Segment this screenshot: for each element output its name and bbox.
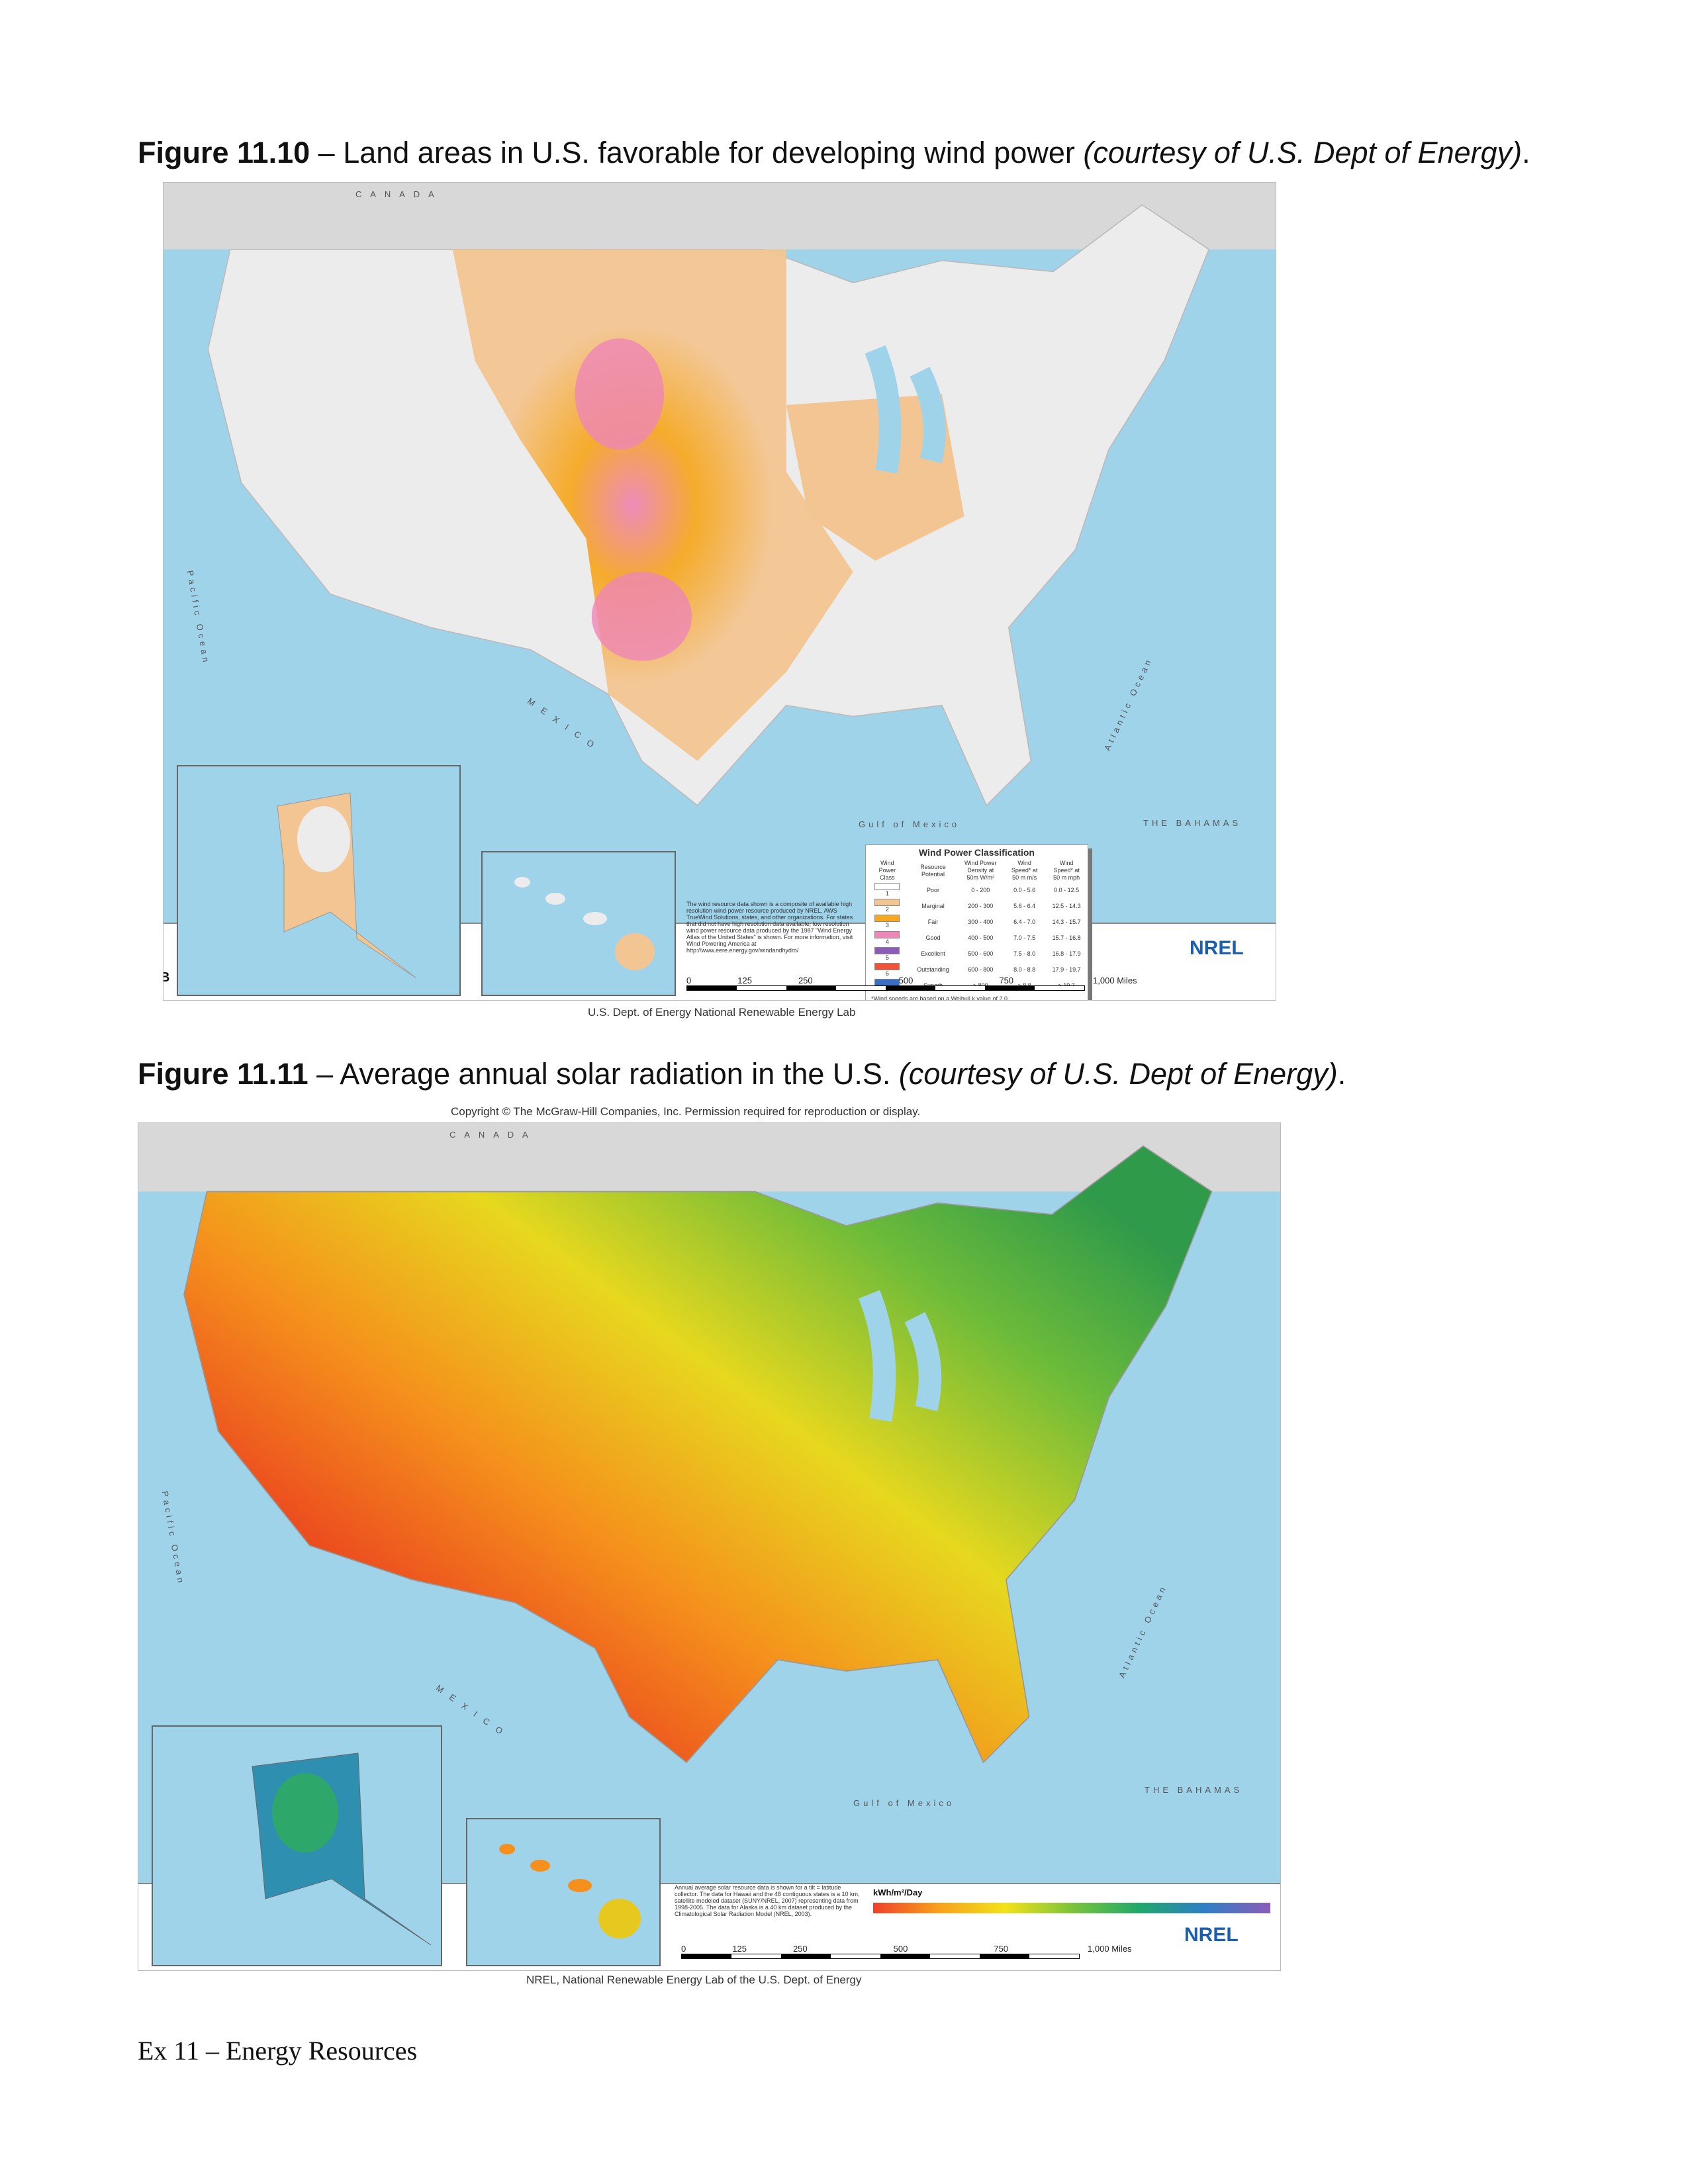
- panel-letter: B: [164, 970, 169, 985]
- class-swatch: [874, 915, 900, 923]
- legend-table: Wind Power Class Resource Potential Wind P…: [866, 859, 1088, 994]
- figure-11-10-title: Figure 11.10 – Land areas in U.S. favora…: [138, 136, 1530, 169]
- class-swatch: [874, 931, 900, 938]
- scale-bar: 0 125 250 500 750 1,000 Miles: [686, 976, 1137, 991]
- legend-row: 5 Excellent 500 - 600 7.5 - 8.0 16.8 - 17.9: [866, 946, 1088, 962]
- class-swatch: [874, 962, 900, 970]
- class-swatch: [874, 899, 900, 907]
- page-footer: Ex 11 – Energy Resources: [138, 2036, 418, 2066]
- solar-data-note: Annual average solar resource data is sh…: [675, 1884, 860, 1917]
- wind-data-note: The wind resource data shown is a compos…: [686, 901, 853, 954]
- nrel-logo: NREL: [1184, 1924, 1239, 1946]
- figure-11-10-caption: U.S. Dept. of Energy National Renewable …: [588, 1006, 856, 1019]
- legend-row: 3 Fair 300 - 400 6.4 - 7.0 14.3 - 15.7: [866, 914, 1088, 930]
- legend-row: 1 Poor 0 - 200 0.0 - 5.6 0.0 - 12.5: [866, 882, 1088, 898]
- scale-bar: 0 125 250 500 750 1,000 Miles: [681, 1944, 1132, 1959]
- label-canada: C A N A D A: [355, 189, 438, 199]
- alaska-inset: [177, 765, 461, 996]
- solar-unit-label: kWh/m²/Day: [873, 1888, 923, 1897]
- class-swatch: [874, 946, 900, 954]
- hawaii-inset: [481, 851, 676, 996]
- legend-title: Wind Power Classification: [919, 847, 1035, 858]
- wind-power-map: C A N A D A M E X I C O Pacific Ocean At…: [163, 182, 1276, 1001]
- nrel-logo: NREL: [1190, 937, 1244, 959]
- hawaii-inset: [466, 1818, 661, 1966]
- legend-row: 6 Outstanding 600 - 800 8.0 - 8.8 17.9 - 19.…: [866, 962, 1088, 978]
- copyright-line: Copyright © The McGraw-Hill Companies, I…: [451, 1105, 921, 1118]
- label-gulf: Gulf of Mexico: [853, 1798, 955, 1808]
- class-swatch: [874, 883, 900, 891]
- label-canada: C A N A D A: [449, 1130, 532, 1140]
- legend-row: 2 Marginal 200 - 300 5.6 - 6.4 12.5 - 14.3: [866, 898, 1088, 914]
- figure-11-11-title: Figure 11.11 – Average annual solar radi…: [138, 1057, 1346, 1091]
- solar-radiation-map: C A N A D A M E X I C O Pacific Ocean At…: [138, 1122, 1281, 1971]
- figure-11-11-caption: NREL, National Renewable Energy Lab of t…: [526, 1974, 862, 1986]
- label-bahamas: THE BAHAMAS: [1143, 818, 1242, 828]
- label-bahamas: THE BAHAMAS: [1145, 1785, 1243, 1795]
- label-gulf: Gulf of Mexico: [859, 819, 961, 829]
- alaska-inset: [152, 1725, 442, 1966]
- legend-row: 4 Good 400 - 500 7.0 - 7.5 15.7 - 16.8: [866, 930, 1088, 946]
- legend-footnote: *Wind speeds are based on a Weibull k va…: [871, 995, 1008, 1001]
- solar-color-scale: [873, 1903, 1270, 1913]
